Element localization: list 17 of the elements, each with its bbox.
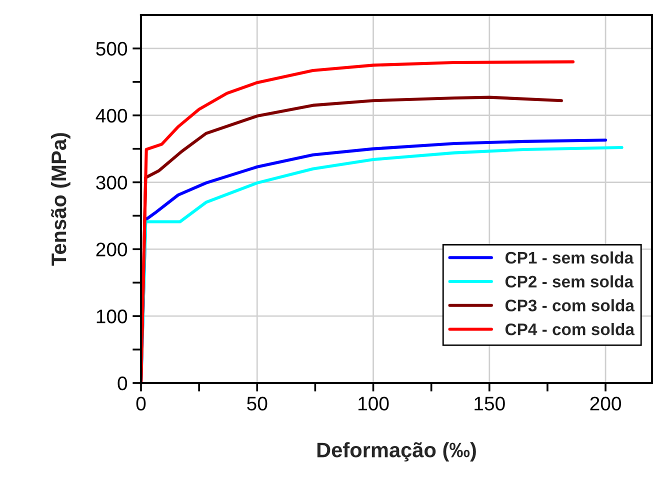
legend-label: CP4 - com solda [505,323,635,336]
y-axis-title: Tensão (MPa) [50,133,70,266]
legend-label: CP3 - com solda [505,299,635,312]
x-tick-label: 200 [590,396,622,410]
legend-label: CP2 - sem solda [505,275,634,288]
y-tick-label: 500 [96,42,128,56]
y-tick-label: 400 [96,108,128,123]
y-tick-label: 300 [96,176,128,190]
legend-label: CP1 - sem solda [505,251,634,264]
x-tick-label: 100 [358,396,389,410]
y-tick-label: 100 [96,310,128,324]
x-tick-label: 0 [136,396,146,410]
x-tick-label: 50 [247,396,268,410]
y-tick-label: 200 [96,242,128,256]
x-tick-label: 150 [474,396,505,410]
y-tick-label: 0 [118,376,128,390]
x-axis-title: Deformação (‰) [317,442,476,462]
